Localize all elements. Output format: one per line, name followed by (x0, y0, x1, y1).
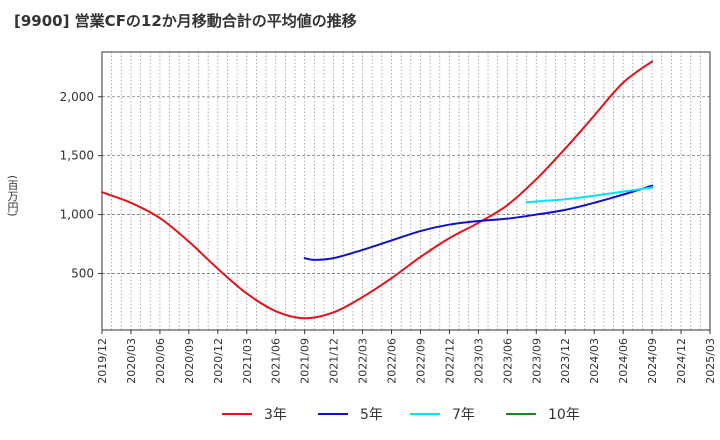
x-tick-label: 2023/06 (501, 338, 514, 384)
x-tick-label: 2020/03 (125, 338, 138, 384)
legend-label: 10年 (548, 407, 580, 423)
x-tick-label: 2020/09 (183, 338, 196, 384)
y-tick-label: 1,000 (60, 208, 94, 222)
series-line-0 (101, 60, 654, 320)
legend-label: 5年 (360, 407, 383, 423)
chart-title: [9900] 営業CFの12か月移動合計の平均値の推移 (14, 12, 357, 30)
x-tick-label: 2024/09 (646, 338, 659, 384)
y-tick-label: 2,000 (60, 90, 94, 104)
x-tick-label: 2024/03 (588, 338, 601, 384)
x-tick-label: 2022/09 (414, 338, 427, 384)
x-tick-label: 2022/06 (386, 338, 399, 384)
x-tick-label: 2021/03 (241, 338, 254, 384)
x-tick-label: 2023/12 (559, 338, 572, 384)
x-tick-label: 2022/03 (357, 338, 370, 384)
x-tick-label: 2021/12 (328, 338, 341, 384)
y-tick-label: 500 (71, 266, 94, 280)
series-line-2 (525, 186, 654, 204)
plot-frame (101, 51, 711, 331)
legend-label: 3年 (264, 407, 287, 423)
x-tick-label: 2023/09 (530, 338, 543, 384)
series-line-1 (303, 184, 654, 261)
x-tick-label: 2025/03 (704, 338, 717, 384)
legend-label: 7年 (452, 407, 475, 423)
x-tick-label: 2020/06 (154, 338, 167, 384)
grid (102, 52, 710, 330)
y-axis-label: (百万円) (6, 175, 19, 217)
y-axis: 500 1,000 1,500 2,000 (60, 90, 102, 280)
y-tick-label: 1,500 (60, 149, 94, 163)
legend: 3年 5年 7年 10年 (222, 407, 580, 423)
series-lines (101, 60, 654, 320)
x-tick-label: 2023/03 (472, 338, 485, 384)
x-tick-label: 2024/06 (617, 338, 630, 384)
x-axis: 2019/12 2020/03 2020/06 2020/09 2020/12 2021/… (96, 330, 717, 384)
x-tick-label: 2019/12 (96, 338, 109, 384)
x-tick-label: 2024/12 (675, 338, 688, 384)
x-tick-label: 2021/09 (299, 338, 312, 384)
x-tick-label: 2022/12 (443, 338, 456, 384)
x-tick-label: 2020/12 (212, 338, 225, 384)
x-tick-label: 2021/06 (270, 338, 283, 384)
